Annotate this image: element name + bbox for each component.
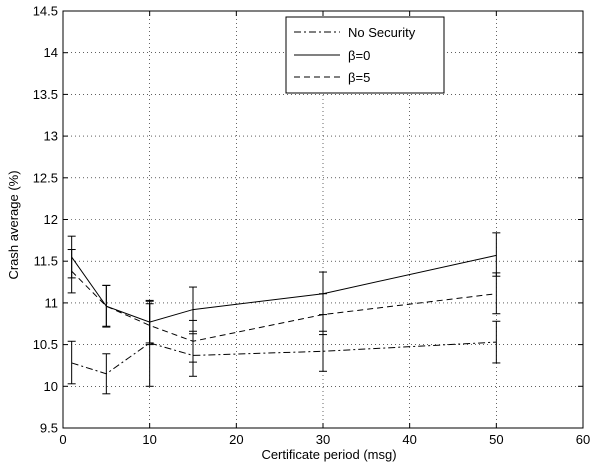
x-tick-label: 10 — [142, 432, 156, 447]
x-tick-labels: 0 10 20 30 40 50 60 — [59, 432, 590, 447]
y-tick-label: 14.5 — [33, 4, 58, 19]
y-tick-label: 12 — [44, 212, 58, 227]
y-tick-label: 13 — [44, 129, 58, 144]
x-tick-label: 0 — [59, 432, 66, 447]
series-line-2 — [71, 270, 497, 342]
y-tick-labels: 9.5 10 10.5 11 11.5 12 12.5 13 13.5 14 14.5 — [33, 4, 58, 436]
y-tick-label: 9.5 — [40, 421, 58, 436]
y-tick-label: 12.5 — [33, 170, 58, 185]
y-tick-label: 10.5 — [33, 337, 58, 352]
y-tick-label: 13.5 — [33, 87, 58, 102]
x-tick-label: 50 — [489, 432, 503, 447]
y-tick-label: 10 — [44, 379, 58, 394]
series-line-1 — [71, 254, 497, 323]
x-tick-label: 40 — [402, 432, 416, 447]
legend-label-no-security: No Security — [348, 25, 416, 40]
y-tick-label: 11.5 — [34, 254, 58, 269]
legend-label-beta-5: β=5 — [348, 70, 370, 85]
y-axis-label: Crash average (%) — [6, 170, 21, 279]
x-tick-label: 20 — [229, 432, 243, 447]
y-tick-label: 14 — [44, 45, 58, 60]
legend: No Security β=0 β=5 — [285, 16, 445, 94]
ticks-group — [62, 10, 584, 429]
x-tick-label: 30 — [316, 432, 330, 447]
x-tick-label: 60 — [576, 432, 590, 447]
legend-label-beta-0: β=0 — [348, 48, 370, 63]
series-line-0 — [71, 341, 497, 375]
y-tick-label: 11 — [45, 295, 59, 310]
x-axis-label: Certificate period (msg) — [261, 447, 396, 462]
series-group — [67, 232, 501, 395]
